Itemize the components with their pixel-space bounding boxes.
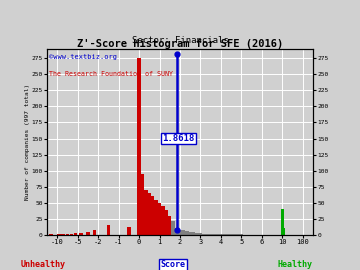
- Bar: [206, 234, 209, 235]
- Bar: [209, 234, 212, 235]
- Bar: [93, 230, 96, 235]
- Bar: [281, 225, 284, 235]
- Bar: [69, 234, 73, 235]
- Bar: [62, 234, 65, 235]
- Bar: [223, 234, 226, 235]
- Bar: [151, 196, 154, 235]
- Bar: [212, 234, 216, 235]
- Bar: [79, 233, 83, 235]
- Bar: [240, 234, 243, 235]
- Bar: [66, 234, 69, 235]
- Bar: [189, 232, 192, 235]
- Bar: [281, 228, 284, 235]
- Bar: [281, 230, 285, 235]
- Bar: [107, 225, 110, 235]
- Bar: [49, 234, 53, 235]
- Bar: [144, 190, 148, 235]
- Bar: [233, 234, 237, 235]
- Bar: [229, 234, 233, 235]
- Bar: [182, 230, 185, 235]
- Bar: [86, 232, 90, 235]
- Text: ©www.textbiz.org: ©www.textbiz.org: [49, 54, 117, 60]
- Bar: [158, 203, 161, 235]
- Bar: [165, 211, 168, 235]
- Bar: [171, 221, 175, 235]
- Bar: [137, 58, 141, 235]
- Bar: [195, 233, 199, 235]
- Bar: [192, 232, 195, 235]
- Bar: [202, 234, 206, 235]
- Bar: [281, 230, 284, 235]
- Bar: [199, 233, 202, 235]
- Y-axis label: Number of companies (997 total): Number of companies (997 total): [25, 84, 30, 200]
- Text: Score: Score: [160, 260, 185, 269]
- Bar: [236, 234, 240, 235]
- Bar: [57, 234, 61, 235]
- Text: The Research Foundation of SUNY: The Research Foundation of SUNY: [49, 71, 174, 77]
- Title: Z'-Score Histogram for SFE (2016): Z'-Score Histogram for SFE (2016): [77, 39, 283, 49]
- Text: Unhealthy: Unhealthy: [21, 260, 66, 269]
- Bar: [154, 200, 158, 235]
- Bar: [185, 231, 189, 235]
- Bar: [127, 227, 131, 235]
- Bar: [161, 206, 165, 235]
- Text: Sector: Financials: Sector: Financials: [132, 36, 228, 45]
- Bar: [178, 230, 182, 235]
- Bar: [49, 234, 53, 235]
- Bar: [281, 209, 284, 235]
- Bar: [148, 193, 151, 235]
- Bar: [175, 228, 178, 235]
- Bar: [281, 232, 284, 235]
- Bar: [141, 174, 144, 235]
- Bar: [168, 216, 171, 235]
- Bar: [226, 234, 229, 235]
- Bar: [219, 234, 223, 235]
- Bar: [216, 234, 219, 235]
- Bar: [74, 233, 77, 235]
- Text: Healthy: Healthy: [278, 260, 313, 269]
- Text: 1.8618: 1.8618: [162, 134, 194, 143]
